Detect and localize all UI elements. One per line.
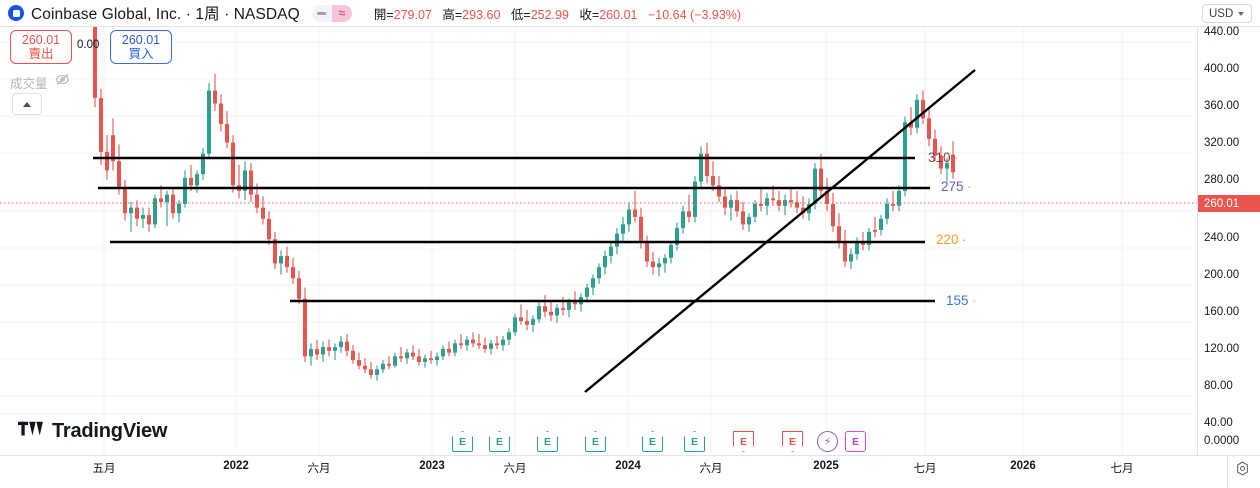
timescale-settings-icon[interactable] bbox=[1235, 461, 1250, 476]
candlestick-plot bbox=[0, 27, 1197, 455]
volume-legend-row[interactable]: 成交量 bbox=[10, 72, 70, 92]
price-level-dot-icon: · bbox=[968, 293, 977, 308]
price-tick: 0.0000 bbox=[1204, 435, 1240, 447]
watermark-text: TradingView bbox=[52, 420, 168, 442]
time-tick: 2024 bbox=[615, 460, 641, 472]
price-tick: 120.00 bbox=[1204, 343, 1240, 355]
event-marker-earnings-up[interactable]: E bbox=[585, 431, 606, 452]
currency-selector[interactable]: USD bbox=[1202, 4, 1252, 23]
time-tick: 2026 bbox=[1010, 460, 1036, 472]
price-tick: 280.00 bbox=[1204, 174, 1240, 186]
coinbase-logo-icon bbox=[8, 5, 24, 21]
event-marker-earnings-up[interactable]: E bbox=[537, 431, 558, 452]
time-tick: 七月 bbox=[1110, 463, 1134, 475]
price-level-label[interactable]: 275 · bbox=[941, 179, 971, 194]
price-scale[interactable]: 440.00 400.00 360.00 320.00 280.00 240.00 200.… bbox=[1197, 26, 1260, 455]
price-tick: 440.00 bbox=[1204, 26, 1240, 38]
price-tick: 80.00 bbox=[1204, 380, 1233, 392]
price-level-value: 310 bbox=[928, 150, 951, 165]
price-level-label[interactable]: 220 · bbox=[936, 232, 966, 247]
time-tick: 六月 bbox=[307, 463, 331, 475]
price-tick: 40.00 bbox=[1204, 417, 1233, 429]
symbol-title[interactable]: Coinbase Global, Inc. · 1周 · NASDAQ bbox=[31, 6, 300, 23]
event-marker-earnings-up[interactable]: E bbox=[489, 431, 510, 452]
approx-wave-icon[interactable]: ≈ bbox=[331, 4, 352, 22]
price-tick: 200.00 bbox=[1204, 269, 1240, 281]
series-style-toggle[interactable]: ≈ bbox=[311, 4, 352, 22]
price-level-label[interactable]: 155 · bbox=[946, 293, 976, 308]
event-marker-earnings-up[interactable]: E bbox=[684, 431, 705, 452]
dash-icon[interactable] bbox=[312, 5, 332, 22]
price-tick: 400.00 bbox=[1204, 63, 1240, 75]
buy-price-badge[interactable]: 260.01 買入 bbox=[110, 30, 172, 64]
price-level-value: 155 bbox=[946, 293, 969, 308]
buy-label: 買入 bbox=[128, 47, 154, 61]
chevron-up-icon bbox=[23, 101, 31, 107]
close-label: 收= bbox=[579, 7, 600, 22]
high-value: 293.60 bbox=[462, 7, 501, 22]
time-tick: 七月 bbox=[913, 463, 937, 475]
price-tick: 320.00 bbox=[1204, 137, 1240, 149]
open-label: 開= bbox=[373, 7, 394, 22]
volume-label: 成交量 bbox=[10, 76, 48, 91]
price-tick: 360.00 bbox=[1204, 100, 1240, 112]
low-label: 低= bbox=[510, 7, 531, 22]
time-tick: 六月 bbox=[699, 463, 723, 475]
time-scale[interactable]: 五月 2022 六月 2023 六月 2024 六月 2025 七月 2026 七月 bbox=[0, 455, 1260, 488]
current-price-tag: 260.01 bbox=[1198, 195, 1260, 212]
time-tick: 2022 bbox=[223, 460, 249, 472]
chevron-down-icon bbox=[1238, 11, 1245, 16]
sell-label: 賣出 bbox=[28, 47, 54, 61]
high-label: 高= bbox=[442, 7, 463, 22]
price-level-dot-icon: · bbox=[950, 150, 959, 165]
sell-price-badge[interactable]: 260.01 賣出 bbox=[10, 30, 72, 64]
event-marker-split[interactable]: E bbox=[845, 431, 866, 452]
close-value: 260.01 bbox=[599, 7, 638, 22]
price-level-dot-icon: · bbox=[958, 232, 967, 247]
price-tick: 160.00 bbox=[1204, 306, 1240, 318]
currency-label: USD bbox=[1209, 7, 1234, 20]
eye-off-icon[interactable] bbox=[55, 72, 70, 92]
price-tick: 240.00 bbox=[1204, 232, 1240, 244]
zero-value-label: 0.00 bbox=[77, 39, 100, 51]
chart-header: Coinbase Global, Inc. · 1周 · NASDAQ ≈ 開=… bbox=[0, 0, 1260, 27]
low-value: 252.99 bbox=[530, 7, 569, 22]
event-marker-earnings-down[interactable]: E bbox=[782, 431, 803, 452]
sell-price: 260.01 bbox=[21, 33, 61, 47]
event-marker-dividend[interactable]: ⚡ bbox=[817, 431, 838, 452]
tradingview-watermark: TradingView bbox=[18, 420, 167, 443]
time-tick: 2025 bbox=[813, 460, 839, 472]
time-tick: 六月 bbox=[503, 463, 527, 475]
timescale-divider bbox=[1227, 456, 1228, 488]
buy-price: 260.01 bbox=[121, 33, 161, 47]
open-value: 279.07 bbox=[393, 7, 432, 22]
event-marker-earnings-down[interactable]: E bbox=[733, 431, 754, 452]
chart-canvas[interactable] bbox=[0, 27, 1197, 455]
price-level-label[interactable]: 310 · bbox=[928, 150, 958, 165]
event-marker-earnings-up[interactable]: E bbox=[642, 431, 663, 452]
price-level-value: 275 bbox=[941, 179, 964, 194]
time-tick: 2023 bbox=[419, 460, 445, 472]
tradingview-logo-icon bbox=[18, 420, 44, 443]
change-value: −10.64 (−3.93%) bbox=[647, 7, 742, 22]
time-tick: 五月 bbox=[92, 463, 116, 475]
price-level-value: 220 bbox=[936, 232, 959, 247]
price-level-dot-icon: · bbox=[963, 179, 972, 194]
collapse-pane-button[interactable] bbox=[12, 93, 42, 115]
ohlc-readout: 開=279.07 高=293.60 低=252.99 收=260.01 −10.… bbox=[374, 4, 741, 23]
event-marker-earnings-up[interactable]: E bbox=[452, 431, 473, 452]
